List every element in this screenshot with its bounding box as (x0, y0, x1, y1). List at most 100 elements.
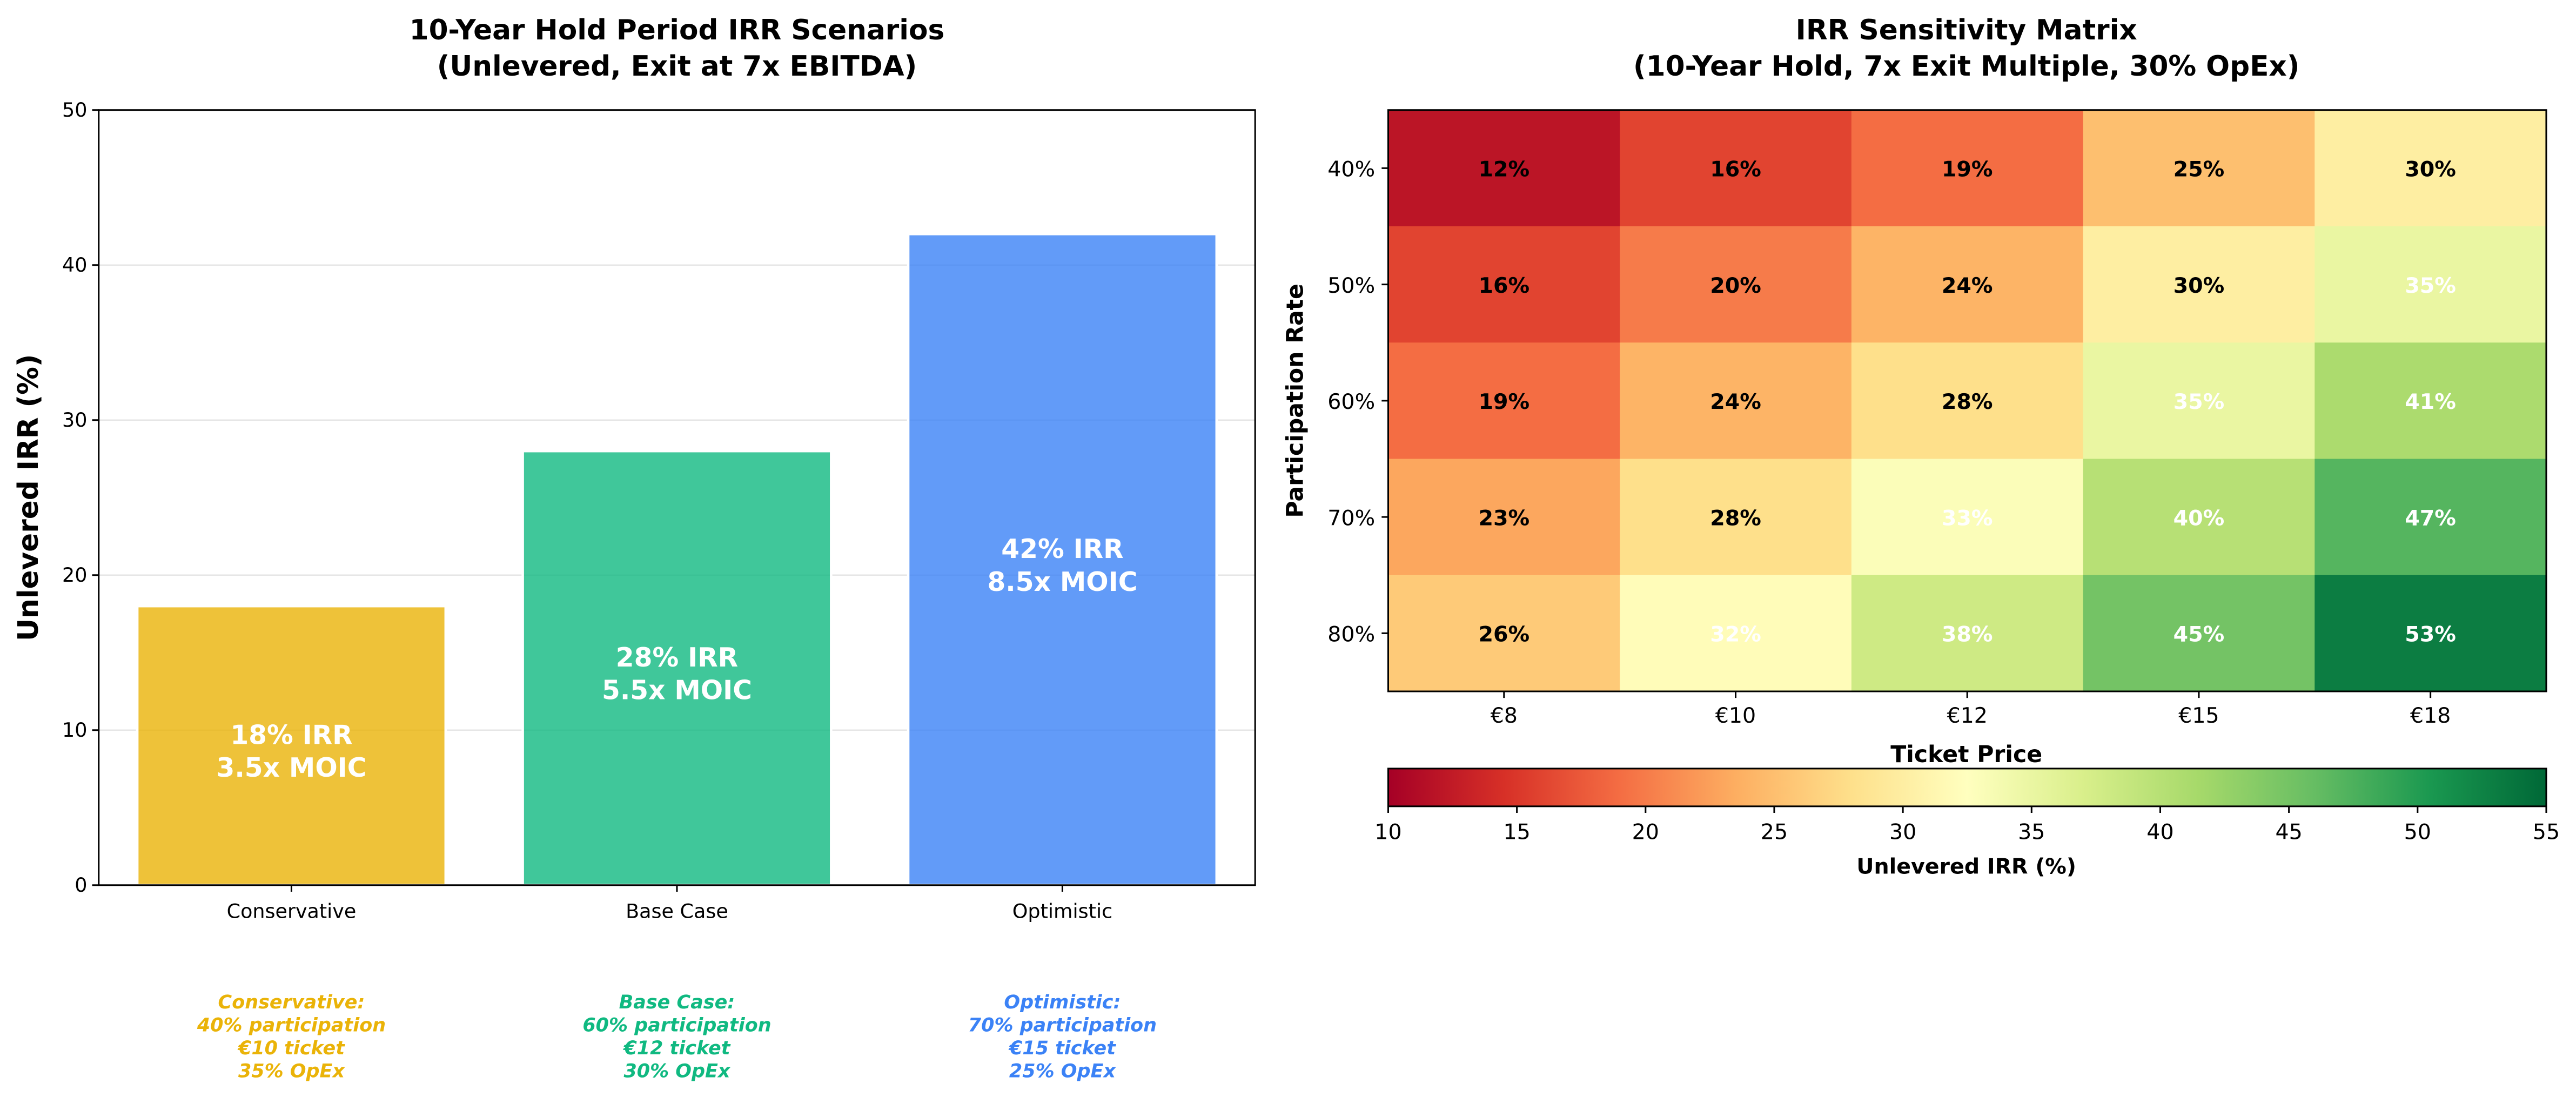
heatmap-cell (2315, 226, 2547, 344)
heatmap-cell (2315, 342, 2547, 460)
x-tick-label: Optimistic (1012, 900, 1112, 923)
heatmap-cell (1388, 575, 1621, 692)
colorbar-tick-label: 15 (1503, 820, 1530, 845)
y-axis-label: Unlevered IRR (%) (12, 354, 45, 641)
heatmap-cell-label: 24% (1710, 389, 1761, 414)
heatmap-cell (1388, 342, 1621, 460)
x-tick-label: Base Case (626, 900, 728, 923)
heatmap-cell (2083, 342, 2316, 460)
heatmap-cell-label: 35% (2405, 273, 2456, 298)
bar-chart-title-line1: 10-Year Hold Period IRR Scenarios (410, 14, 945, 46)
x-tick-label: €18 (2410, 703, 2451, 728)
scenario-annotation: 40% participation (197, 1014, 386, 1036)
heatmap-cell (2315, 110, 2547, 227)
bar-label-moic: 3.5x MOIC (217, 753, 367, 783)
plot-frame (98, 109, 1256, 886)
heatmap-cell-label: 26% (1479, 622, 1530, 647)
heatmap-cell-label: 35% (2174, 389, 2225, 414)
heatmap-cell-label: 47% (2405, 506, 2456, 530)
colorbar-tick-label: 45 (2275, 820, 2302, 845)
bar-label-irr: 42% IRR (1001, 534, 1123, 564)
heatmap-cell (1851, 575, 2084, 692)
heatmap-cell (2083, 459, 2316, 576)
heatmap-cell (2083, 575, 2316, 692)
y-tick-label: 50 (62, 98, 87, 122)
colorbar-tick-label: 10 (1374, 820, 1401, 845)
colorbar-label: Unlevered IRR (%) (1856, 854, 2076, 879)
heatmap-cell-label: 28% (1710, 506, 1761, 530)
heatmap-cell (1851, 342, 2084, 460)
x-tick-label: €8 (1491, 703, 1518, 728)
heatmap-cell (2315, 575, 2547, 692)
heatmap-cell-label: 53% (2405, 622, 2456, 647)
heatmap-cell (1620, 459, 1853, 576)
heatmap-x-axis-label: Ticket Price (1890, 741, 2042, 768)
heatmap-cell (1851, 226, 2084, 344)
heatmap-cell (1388, 459, 1621, 576)
heatmap-cell-label: 30% (2174, 273, 2225, 298)
heatmap-cell-label: 12% (1479, 157, 1530, 182)
bar-label-moic: 5.5x MOIC (602, 676, 752, 706)
heatmap-cell-label: 30% (2405, 157, 2456, 182)
y-tick-label: 50% (1327, 273, 1375, 298)
heatmap-cell-label: 25% (2174, 157, 2225, 182)
scenario-annotation: €10 ticket (237, 1038, 345, 1059)
heatmap-cell-label: 20% (1710, 273, 1761, 298)
heatmap-cell (2083, 110, 2316, 227)
bar-label-irr: 18% IRR (230, 720, 352, 750)
heatmap-cell-label: 41% (2405, 389, 2456, 414)
colorbar (1387, 768, 2547, 807)
scenario-annotation: Base Case: (619, 992, 735, 1013)
heatmap-cell-label: 45% (2174, 622, 2225, 647)
heatmap-cell (2083, 226, 2316, 344)
heatmap-cell-label: 33% (1942, 506, 1993, 530)
colorbar-tick-label: 55 (2533, 820, 2560, 845)
heatmap-cell (1620, 110, 1853, 227)
x-tick-label: €15 (2178, 703, 2219, 728)
colorbar-tick-label: 50 (2404, 820, 2431, 845)
bar (521, 449, 833, 887)
bar-chart: 10-Year Hold Period IRR Scenarios (Unlev… (12, 14, 1256, 1082)
heatmap-cell-label: 23% (1479, 506, 1530, 530)
heatmap-cell (1620, 575, 1853, 692)
heatmap-cell-label: 16% (1710, 157, 1761, 182)
heatmap-cell-label: 28% (1942, 389, 1993, 414)
heatmap-cell (1851, 110, 2084, 227)
heatmap-cell-label: 19% (1479, 389, 1530, 414)
bar (136, 604, 447, 887)
heatmap-cell-label: 24% (1942, 273, 1993, 298)
scenario-annotation: 25% OpEx (1009, 1061, 1116, 1082)
y-tick-label: 60% (1327, 389, 1375, 414)
scenario-annotation: Conservative: (218, 992, 365, 1013)
scenario-annotation: 70% participation (968, 1014, 1157, 1036)
x-tick-label: €12 (1947, 703, 1987, 728)
heatmap-chart: IRR Sensitivity Matrix (10-Year Hold, 7x… (1282, 14, 2560, 879)
colorbar-tick-label: 40 (2146, 820, 2174, 845)
heatmap-cell-label: 16% (1479, 273, 1530, 298)
colorbar-tick-label: 25 (1761, 820, 1788, 845)
colorbar-tick-label: 35 (2018, 820, 2045, 845)
heatmap-cell (2315, 459, 2547, 576)
x-tick-label: Conservative (227, 900, 357, 923)
heatmap-cell-label: 19% (1942, 157, 1993, 182)
scenario-annotation: €12 ticket (622, 1038, 730, 1059)
y-tick-label: 10 (62, 718, 87, 742)
heatmap-y-axis-label: Participation Rate (1282, 284, 1309, 518)
y-tick-label: 20 (62, 563, 87, 587)
bar (907, 233, 1218, 887)
bar-label-moic: 8.5x MOIC (987, 567, 1137, 597)
bar-label-irr: 28% IRR (616, 643, 738, 673)
y-tick-label: 70% (1327, 506, 1375, 530)
y-tick-label: 40 (62, 253, 87, 277)
heatmap-title-line1: IRR Sensitivity Matrix (1796, 14, 2137, 46)
y-tick-label: 30 (62, 408, 87, 432)
heatmap-cell-label: 38% (1942, 622, 1993, 647)
heatmap-cell (1388, 226, 1621, 344)
scenario-annotation: 35% OpEx (238, 1061, 345, 1082)
bar-chart-title-line2: (Unlevered, Exit at 7x EBITDA) (437, 50, 917, 83)
y-tick-label: 40% (1327, 157, 1375, 182)
scenario-annotation: €15 ticket (1008, 1038, 1116, 1059)
colorbar-tick-label: 30 (1889, 820, 1916, 845)
scenario-annotation: 60% participation (582, 1014, 771, 1036)
